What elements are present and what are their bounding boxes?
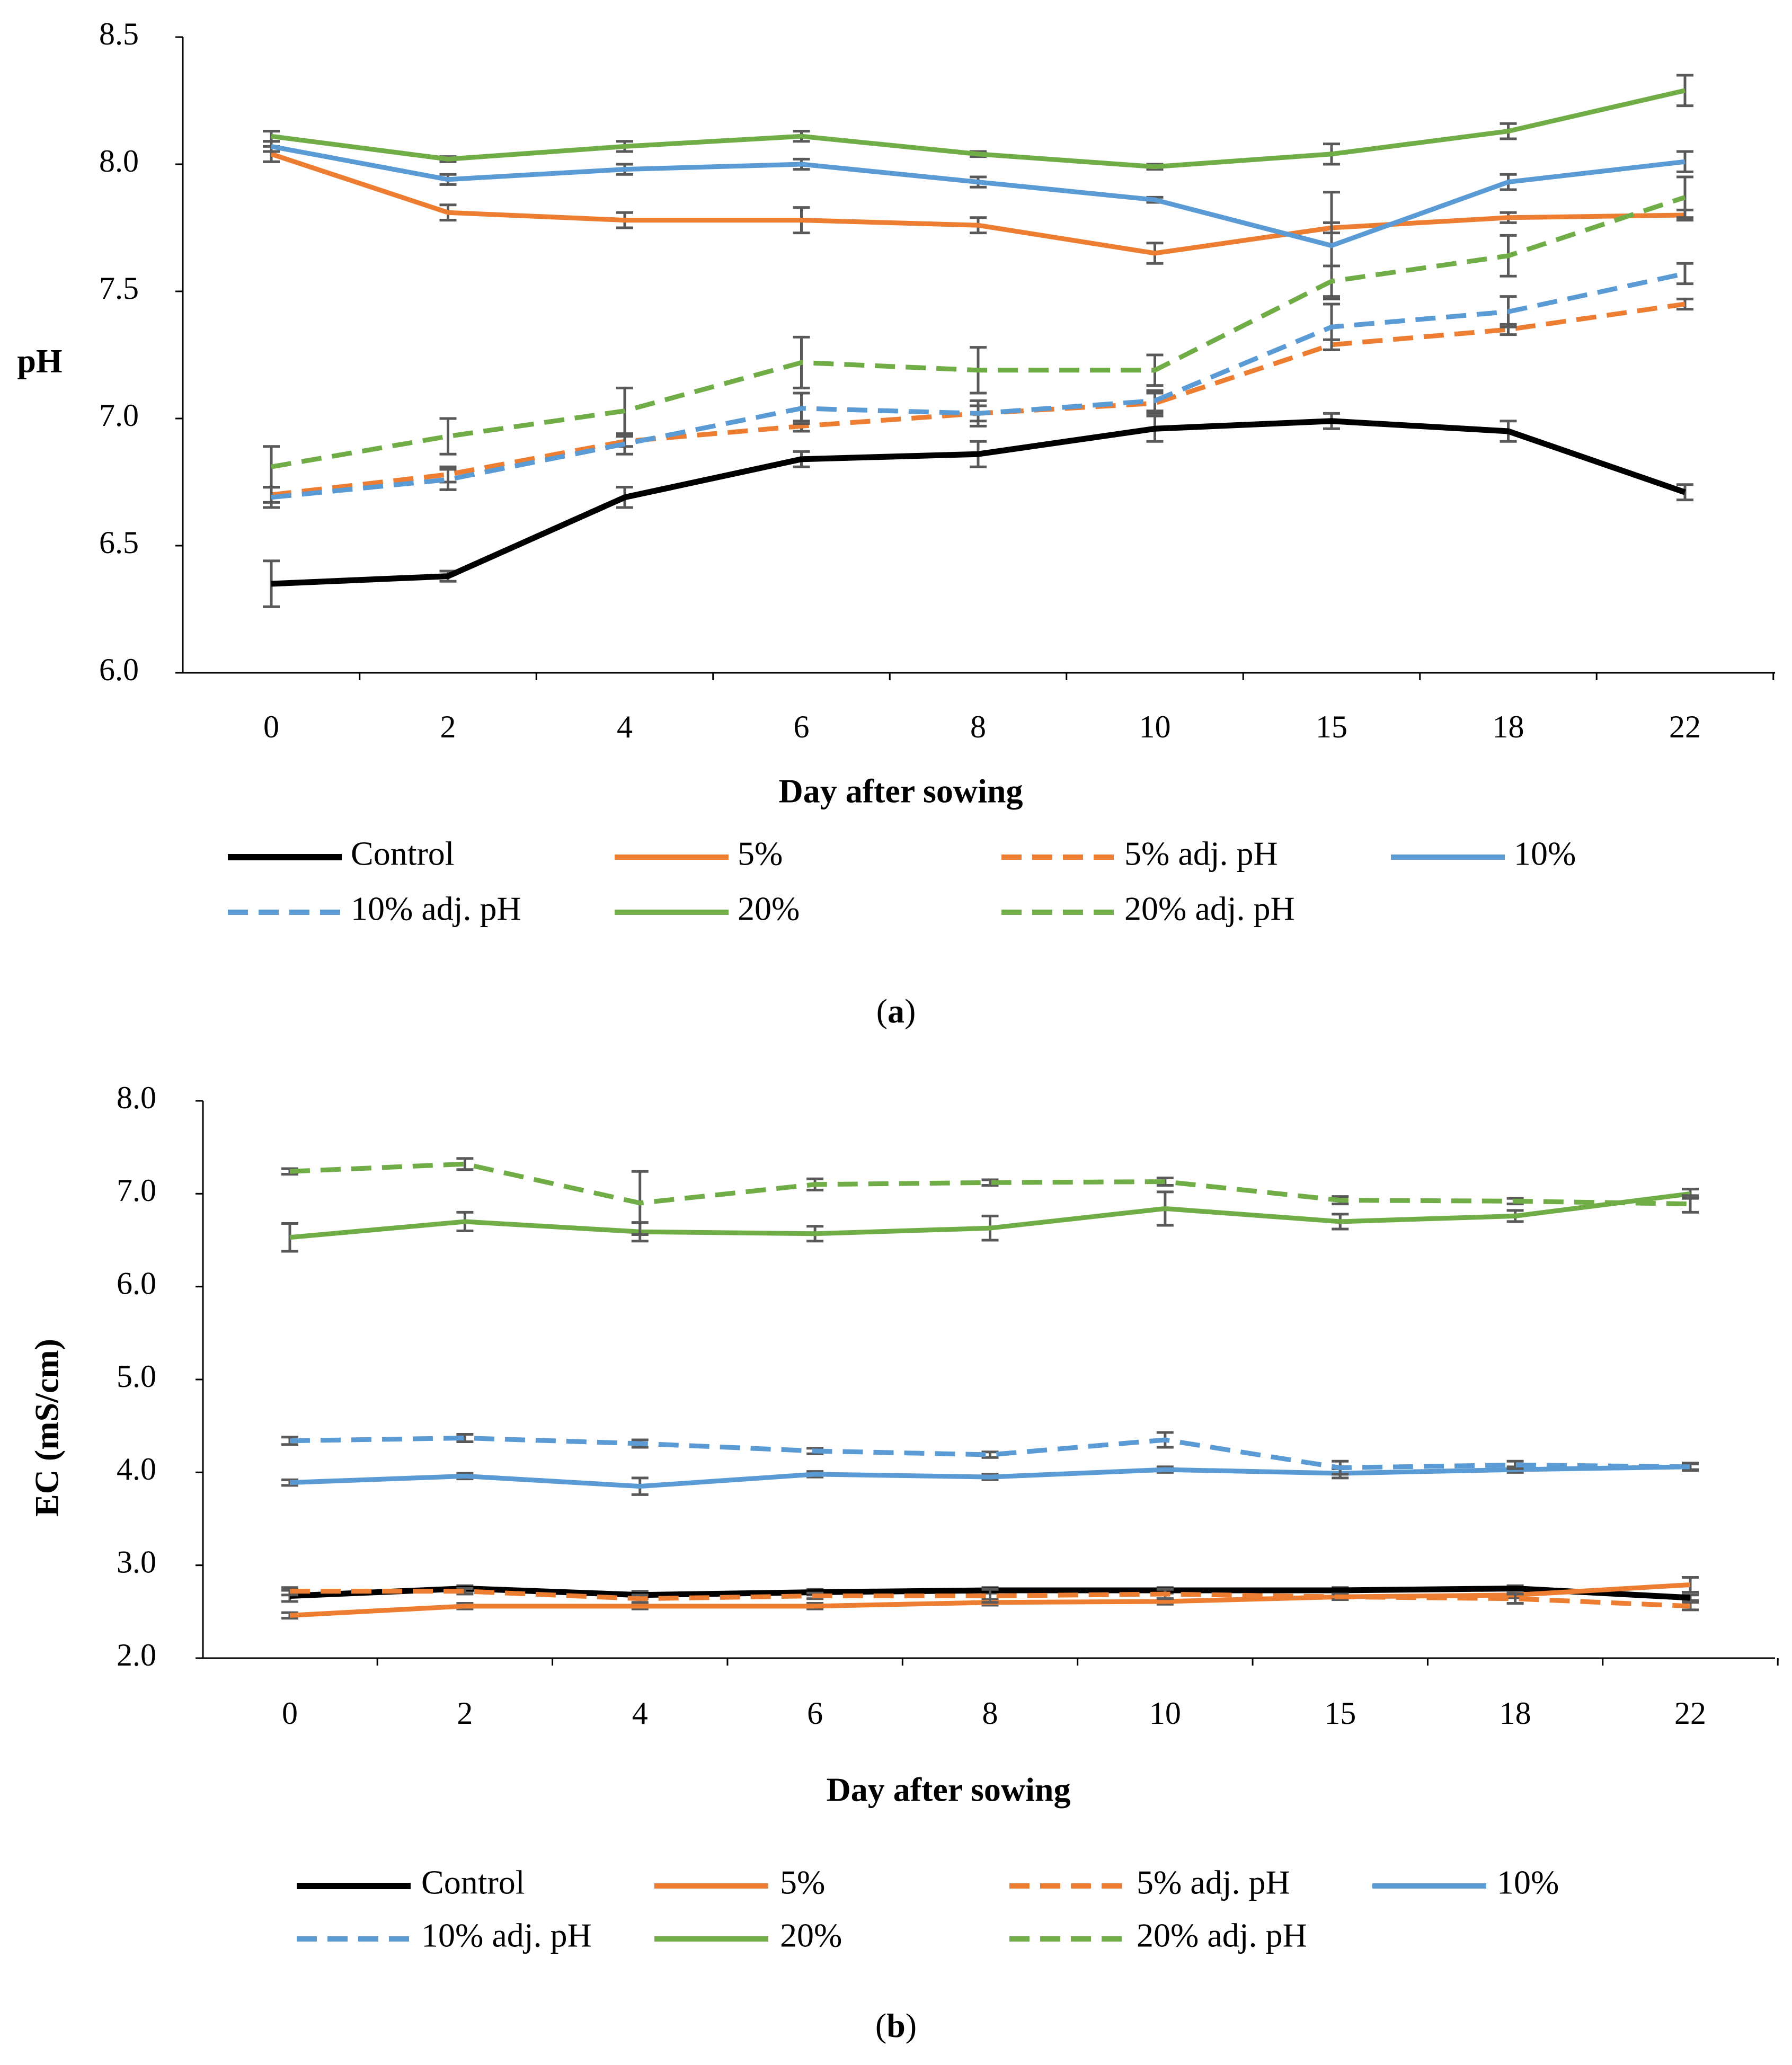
legend-label: Control: [421, 1864, 525, 1901]
series-10-adj-ph: [281, 1431, 1699, 1476]
panel-a-ph-chart: pH Day after sowing 6.0 6.5 7.0 7.5 8.0 8.5 0 2…: [17, 16, 1775, 1030]
legend-label: 5%: [738, 835, 783, 873]
series-line: [289, 1161, 1691, 1207]
series-line: [271, 144, 1685, 248]
legend-item-20: 20%: [654, 1917, 842, 1954]
series-line: [290, 1589, 1691, 1609]
legend-label: 20%: [738, 890, 800, 928]
legend-label: 10%: [1497, 1864, 1559, 1901]
series-10-: [281, 1462, 1699, 1496]
x-tick-label: 4: [617, 709, 633, 744]
y-tick-label: 5.0: [117, 1359, 156, 1394]
series-10-adj-ph: [263, 262, 1693, 509]
x-tick-label: 10: [1139, 709, 1171, 744]
x-tick-label: 6: [807, 1696, 823, 1731]
legend-item-20-adj: 20% adj. pH: [1001, 890, 1295, 928]
y-tick-label: 8.5: [99, 16, 139, 51]
series-line: [271, 271, 1685, 500]
legend-item-20-adj: 20% adj. pH: [1009, 1917, 1307, 1954]
legend-item-10: 10%: [1391, 835, 1576, 873]
x-tick-label: 0: [263, 709, 279, 744]
legend-label: 5% adj. pH: [1137, 1864, 1290, 1901]
plot-area: [281, 1157, 1699, 1620]
x-tick-label: 15: [1324, 1696, 1356, 1731]
series-5-adj-ph: [281, 1586, 1699, 1612]
y-tick-label: 7.0: [117, 1173, 156, 1208]
legend-item-10-adj: 10% adj. pH: [297, 1917, 592, 1954]
legend-label: 20% adj. pH: [1124, 890, 1295, 928]
axis-ticks: 6.0 6.5 7.0 7.5 8.0 8.5 0 2 4 6 8 10 15 18 22: [99, 16, 1775, 744]
x-tick-label: 6: [794, 709, 810, 744]
x-tick-label: 8: [982, 1696, 998, 1731]
x-axis-title: Day after sowing: [779, 772, 1023, 810]
y-tick-label: 2.0: [117, 1637, 156, 1672]
series-20-: [263, 74, 1693, 171]
legend-label: 20%: [780, 1917, 842, 1954]
y-axis-title-text: pH: [17, 342, 62, 380]
legend-item-10: 10%: [1372, 1864, 1559, 1901]
legend-item-10-adj: 10% adj. pH: [228, 890, 521, 928]
series-line: [289, 1435, 1691, 1471]
legend-label: 10% adj. pH: [351, 890, 521, 928]
legend: Control 5% 5% adj. pH 10% 10% adj. pH 20…: [228, 835, 1576, 928]
y-tick-label: 8.0: [99, 144, 139, 179]
series-20-: [281, 1188, 1699, 1253]
legend-item-5-adj: 5% adj. pH: [1001, 835, 1278, 873]
y-tick-label: 4.0: [117, 1452, 156, 1487]
legend-label: 10% adj. pH: [421, 1917, 592, 1954]
legend-label: 10%: [1514, 835, 1576, 873]
series-line: [270, 152, 1685, 256]
x-tick-label: 0: [282, 1696, 298, 1731]
x-tick-label: 2: [457, 1696, 473, 1731]
series-20-adj-ph: [281, 1157, 1699, 1236]
legend-item-5: 5%: [654, 1864, 825, 1901]
y-axis-title: EC (mS/cm): [28, 1339, 66, 1517]
y-tick-label: 6.5: [99, 525, 139, 560]
x-tick-label: 22: [1669, 709, 1701, 744]
legend-label: 20% adj. pH: [1137, 1917, 1307, 1954]
legend-label: 5%: [780, 1864, 825, 1901]
legend-label: Control: [351, 835, 455, 873]
panel-label-a: (a): [876, 992, 916, 1030]
series-line: [271, 418, 1686, 587]
series-5-: [263, 145, 1693, 265]
plot-area: [263, 74, 1693, 608]
legend-item-control: Control: [297, 1864, 525, 1901]
series-line: [289, 1191, 1691, 1240]
axis-ticks: 2.0 3.0 4.0 5.0 6.0 7.0 8.0 0 2 4 6 8 10 15 18 22: [117, 1080, 1779, 1731]
y-tick-label: 6.0: [117, 1266, 156, 1301]
x-tick-label: 18: [1500, 1696, 1531, 1731]
series-line: [271, 195, 1686, 469]
y-tick-label: 3.0: [117, 1544, 156, 1579]
legend-item-control: Control: [228, 835, 455, 873]
x-tick-label: 10: [1149, 1696, 1181, 1731]
x-tick-label: 4: [632, 1696, 648, 1731]
y-tick-label: 7.5: [99, 271, 139, 306]
series-line: [271, 88, 1686, 170]
series-control: [263, 412, 1693, 608]
legend-label: 5% adj. pH: [1124, 835, 1278, 873]
legend-item-5-adj: 5% adj. pH: [1009, 1864, 1290, 1901]
y-tick-label: 6.0: [99, 652, 139, 687]
y-tick-label: 7.0: [99, 398, 139, 433]
y-axis-title-text: EC (mS/cm): [28, 1339, 66, 1517]
x-tick-label: 2: [440, 709, 456, 744]
x-axis-title: Day after sowing: [827, 1771, 1071, 1809]
x-tick-label: 8: [970, 709, 986, 744]
x-tick-label: 15: [1316, 709, 1347, 744]
panel-label-b: (b): [875, 2007, 917, 2044]
x-tick-label: 18: [1493, 709, 1524, 744]
y-tick-label: 8.0: [117, 1080, 156, 1115]
panel-b-ec-chart: EC (mS/cm) Day after sowing 2.0 3.0 4.0 5.0…: [28, 1080, 1779, 2044]
x-tick-label: 22: [1674, 1696, 1706, 1731]
legend: Control 5% 5% adj. pH 10% 10% adj. pH 20…: [297, 1864, 1559, 1954]
legend-item-5: 5%: [615, 835, 783, 873]
series-20-adj-ph: [263, 175, 1693, 489]
y-axis-title: pH: [17, 342, 62, 380]
series-line: [289, 1464, 1691, 1489]
legend-item-20: 20%: [615, 890, 800, 928]
